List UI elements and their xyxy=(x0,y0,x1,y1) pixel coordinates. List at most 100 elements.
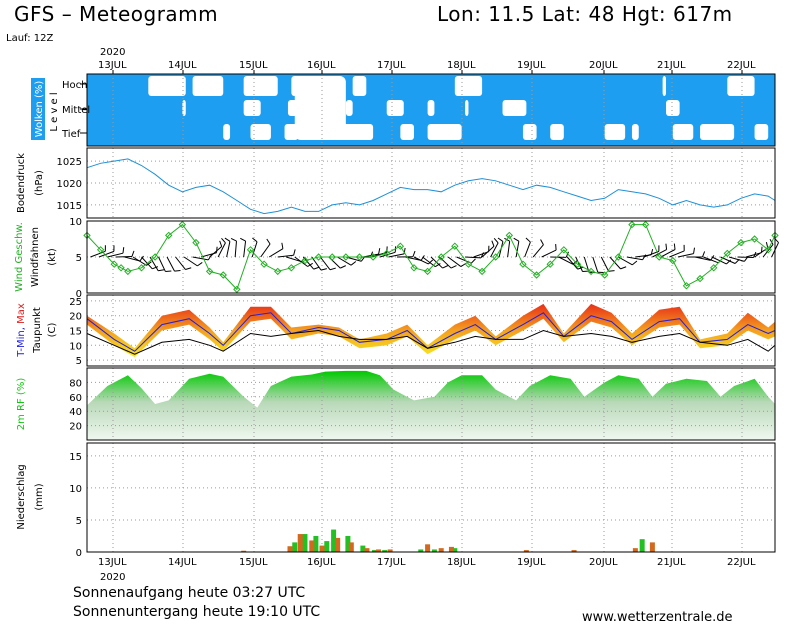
wind-barb xyxy=(277,254,294,258)
cloud-block-hoch xyxy=(352,76,367,96)
x-tick-label: 21JUL xyxy=(657,60,686,71)
x-tick-label: 14JUL xyxy=(168,557,197,568)
wind-barb-feather xyxy=(491,240,495,247)
wind-speed-point xyxy=(410,264,418,272)
wind-speed-point xyxy=(614,253,623,261)
wind-speed-point xyxy=(519,260,527,268)
pressure-ylabel: Bodendruck xyxy=(16,153,27,213)
wind-barb xyxy=(243,241,247,258)
tmax-label: Max xyxy=(16,303,27,324)
precip-bar-convective xyxy=(292,542,298,552)
y-tick-label: 1020 xyxy=(57,179,82,190)
wind-barb xyxy=(592,256,599,273)
wind-speed-point xyxy=(246,246,255,254)
x-tick-label: 18JUL xyxy=(447,557,476,568)
wind-barb-feather xyxy=(540,239,544,245)
wind-barb-feather xyxy=(420,255,425,261)
y-tick-label: 20 xyxy=(69,422,82,433)
precip-bar-convective xyxy=(639,539,645,552)
cloud-block-hoch xyxy=(662,76,667,96)
wind-barb xyxy=(532,244,544,258)
wind-barb-feather xyxy=(340,265,346,269)
wind-barb xyxy=(149,256,159,272)
precip-bar-convective xyxy=(452,548,458,552)
wind-barb-feather xyxy=(313,266,320,270)
wind-barb-feather xyxy=(434,263,441,268)
precip-bar-stratiform xyxy=(241,550,247,552)
precip-bar-convective xyxy=(324,541,330,552)
precip-bar-convective xyxy=(371,550,377,552)
wind-speed-point xyxy=(437,253,445,261)
wind-barb xyxy=(158,256,166,272)
y-tick-label: 20 xyxy=(69,312,82,323)
precip-bar-convective xyxy=(331,529,337,552)
wind-barb xyxy=(677,253,694,258)
wind-barb-label: Windfahnen xyxy=(30,227,41,287)
cloud-block-tief xyxy=(550,124,564,140)
wind-barb xyxy=(166,256,175,272)
wind-speed-point xyxy=(274,267,282,276)
site-url: www.wetterzentrale.de xyxy=(582,610,733,625)
wind-barb-feather xyxy=(221,237,226,244)
precip-bar-stratiform xyxy=(571,550,577,552)
wind-barb xyxy=(600,256,610,272)
cloud-level-axis: L e v e l xyxy=(49,92,60,131)
wind-barb xyxy=(465,256,482,259)
cloud-block-tief xyxy=(400,124,414,140)
y-tick-label: 10 xyxy=(69,341,82,352)
tmin-label: T-Min, xyxy=(16,324,27,358)
cloud-block-hoch xyxy=(727,76,755,96)
precip-bar-stratiform xyxy=(287,546,293,552)
wind-speed-point xyxy=(737,238,745,247)
wind-barb xyxy=(319,256,331,271)
cloud-block-mittel xyxy=(345,100,353,116)
precip-bar-stratiform xyxy=(632,548,638,552)
wind-barb-feather xyxy=(152,266,159,270)
wind-barb xyxy=(260,243,271,258)
precip-ylabel: Niederschlag xyxy=(16,464,27,529)
wind-barb-feather xyxy=(320,268,327,271)
wind-speed-point xyxy=(600,271,609,279)
wind-barb-feather xyxy=(428,259,434,265)
wind-speed-point xyxy=(451,242,459,250)
precip-bar-convective xyxy=(418,549,424,552)
wind-barb xyxy=(507,241,511,258)
wind-barb xyxy=(430,256,443,269)
y-tick-label: 0 xyxy=(76,289,82,300)
panel-frame xyxy=(86,73,776,147)
precip-bar-stratiform xyxy=(364,548,370,552)
wind-barb xyxy=(694,256,711,261)
wind-barb xyxy=(132,256,147,266)
wind-speed-point xyxy=(328,253,336,261)
precip-bar-stratiform xyxy=(523,550,529,552)
wind-speed-point xyxy=(750,235,759,243)
wind-barb-feather xyxy=(216,246,218,253)
wind-speed-point xyxy=(669,256,677,265)
cloud-block-tief xyxy=(223,124,231,140)
wind-barb-feather xyxy=(450,265,457,269)
temperature-unit: (C) xyxy=(47,323,58,338)
cloud-ylabel: Wolken (%) xyxy=(34,81,45,138)
sunset-text: Sonnenuntergang heute 19:10 UTC xyxy=(73,604,321,620)
wind-barb xyxy=(490,242,499,258)
wind-barb xyxy=(473,251,489,258)
wind-barb-feather xyxy=(131,250,135,257)
wind-barb xyxy=(643,250,660,258)
wind-speed-point xyxy=(723,249,732,258)
y-tick-label: 15 xyxy=(69,452,82,463)
wind-speed-point xyxy=(505,231,514,240)
y-tick-label: 40 xyxy=(69,407,82,418)
wind-barb xyxy=(541,249,557,258)
cloud-block-hoch xyxy=(148,76,186,96)
wind-barb-feather xyxy=(174,269,181,272)
cloud-block-tief xyxy=(427,124,462,140)
x-tick-label: 16JUL xyxy=(307,60,336,71)
wind-unit: (kt) xyxy=(47,248,58,266)
precip-bar-stratiform xyxy=(448,546,454,552)
wind-barb-feather xyxy=(266,238,271,245)
wind-barb xyxy=(762,244,774,258)
precip-bar-stratiform xyxy=(376,549,382,552)
wind-barb xyxy=(703,256,719,264)
cloud-block-tief xyxy=(631,124,639,140)
